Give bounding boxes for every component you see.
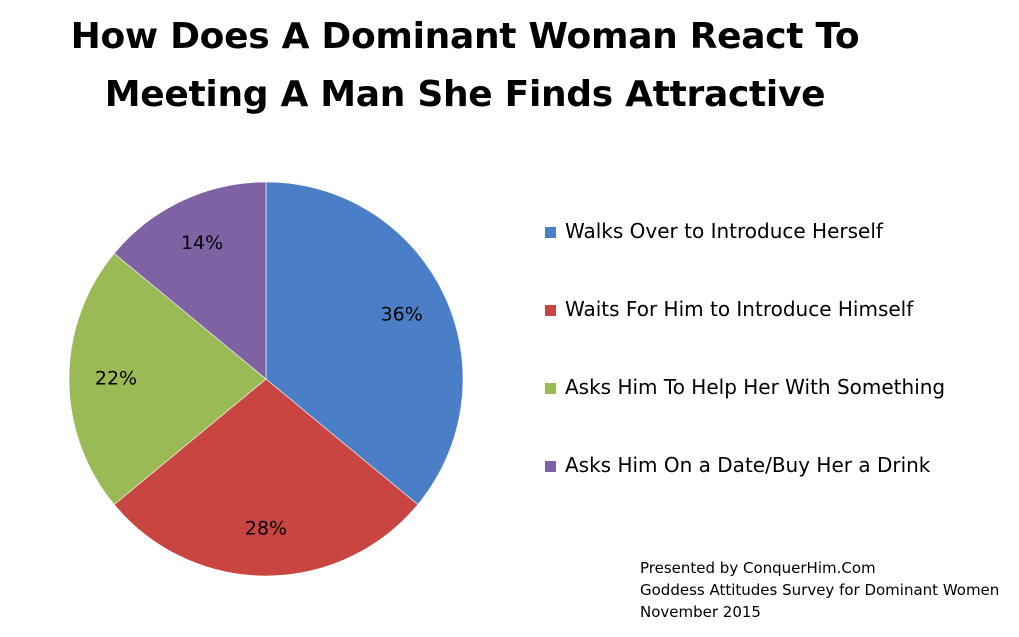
legend-swatch <box>545 461 556 472</box>
chart-title-line-1: How Does A Dominant Woman React To <box>70 16 860 57</box>
chart-title: How Does A Dominant Woman React To Meeti… <box>20 8 910 124</box>
legend-item-waits-for-him: Waits For Him to Introduce Himself <box>545 292 1005 370</box>
pie-slice <box>113 181 267 380</box>
legend-swatch <box>545 305 556 316</box>
legend-item-walks-over: Walks Over to Introduce Herself <box>545 214 1005 292</box>
legend-item-asks-date: Asks Him On a Date/Buy Her a Drink <box>545 448 1005 526</box>
slice-value-label: 14% <box>181 232 223 254</box>
footer-line-3: November 2015 <box>640 603 761 621</box>
chart-legend: Walks Over to Introduce Herself Waits Fo… <box>545 214 1005 526</box>
pie-slice <box>68 253 267 505</box>
footer-line-2: Goddess Attitudes Survey for Dominant Wo… <box>640 581 1000 599</box>
slice-value-label: 28% <box>245 518 287 540</box>
source-footer: Presented by ConquerHim.Com Goddess Atti… <box>640 557 1015 623</box>
legend-label: Waits For Him to Introduce Himself <box>565 297 914 321</box>
legend-item-asks-help: Asks Him To Help Her With Something <box>545 370 1005 448</box>
legend-swatch <box>545 227 556 238</box>
footer-line-1: Presented by ConquerHim.Com <box>640 559 876 577</box>
slice-value-label: 36% <box>381 304 423 326</box>
chart-title-line-2: Meeting A Man She Finds Attractive <box>104 74 826 115</box>
legend-swatch <box>545 383 556 394</box>
pie-slice <box>265 181 464 505</box>
legend-label: Asks Him To Help Her With Something <box>565 375 946 399</box>
slice-value-label: 22% <box>95 368 137 390</box>
legend-label: Walks Over to Introduce Herself <box>565 219 883 243</box>
legend-label: Asks Him On a Date/Buy Her a Drink <box>565 453 931 477</box>
pie-slice <box>113 378 419 577</box>
